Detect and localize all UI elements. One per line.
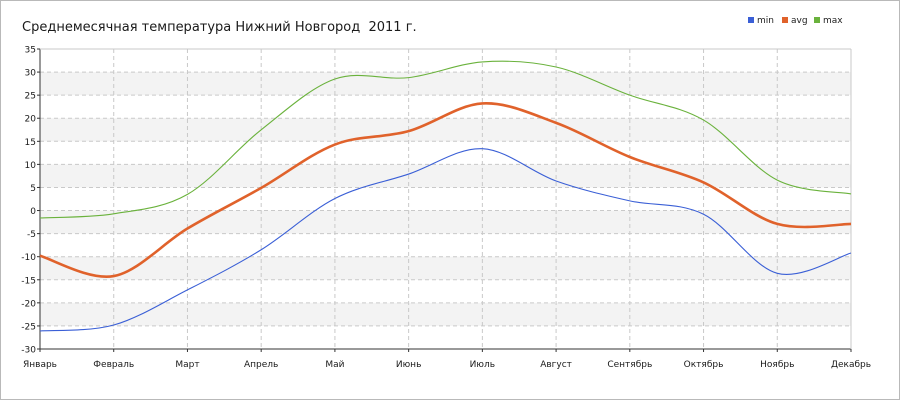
legend-label-avg: avg xyxy=(791,16,808,26)
y-tick-label: -10 xyxy=(21,253,36,263)
x-tick-label: Февраль xyxy=(93,360,134,370)
x-tick-label: Август xyxy=(540,360,572,370)
x-tick-label: Март xyxy=(175,360,199,370)
series-line-avg xyxy=(39,102,852,278)
y-tick-label: 30 xyxy=(25,69,37,79)
legend-swatch-max xyxy=(814,17,820,23)
y-axis-ticks: 35 30 25 20 15 10 5 0 -5 -10 -15 -20 -25 -30 xyxy=(21,46,40,356)
chart-title: Среднемесячная температура Нижний Новгор… xyxy=(22,20,417,35)
y-tick-label: -25 xyxy=(21,322,36,332)
legend-swatch-avg xyxy=(782,17,788,23)
x-tick-label: Октябрь xyxy=(684,360,724,370)
plot-band xyxy=(40,302,851,326)
x-tick-label: Апрель xyxy=(244,360,278,370)
y-tick-label: 35 xyxy=(25,46,36,56)
y-tick-label: 25 xyxy=(25,92,36,102)
y-tick-label: -30 xyxy=(21,346,36,356)
x-tick-label: Январь xyxy=(23,360,57,370)
y-tick-label: 10 xyxy=(25,161,37,171)
legend-label-max: max xyxy=(823,16,843,26)
x-tick-label: Июль xyxy=(470,360,495,370)
plot-bands xyxy=(40,72,851,326)
plot-band xyxy=(40,164,851,188)
legend-label-min: min xyxy=(757,16,774,26)
y-tick-label: 0 xyxy=(30,207,36,217)
series-line-max xyxy=(39,60,852,219)
plot-band xyxy=(40,118,851,142)
x-axis-ticks: Январь Февраль Март Апрель Май Июнь Июль Август… xyxy=(23,349,871,370)
plot-band xyxy=(40,210,851,234)
plot-band xyxy=(40,72,851,96)
legend-item-avg: avg xyxy=(782,16,808,26)
series-lines xyxy=(39,60,852,332)
series-line-min xyxy=(39,148,852,332)
plot-band xyxy=(40,256,851,280)
y-tick-label: 5 xyxy=(30,184,36,194)
legend-item-max: max xyxy=(814,16,843,26)
legend-swatch-min xyxy=(748,17,754,23)
x-tick-label: Декабрь xyxy=(831,360,871,370)
y-tick-label: -20 xyxy=(21,299,36,309)
y-tick-label: 20 xyxy=(25,115,37,125)
x-tick-label: Ноябрь xyxy=(760,360,794,370)
plot-axes xyxy=(39,48,852,350)
y-tick-label: -15 xyxy=(21,276,36,286)
x-tick-label: Май xyxy=(325,360,344,370)
y-tick-label: -5 xyxy=(27,230,36,240)
x-tick-label: Сентябрь xyxy=(607,360,652,370)
legend-item-min: min xyxy=(748,16,774,26)
y-tick-label: 15 xyxy=(25,138,36,148)
x-tick-label: Июнь xyxy=(396,360,422,370)
